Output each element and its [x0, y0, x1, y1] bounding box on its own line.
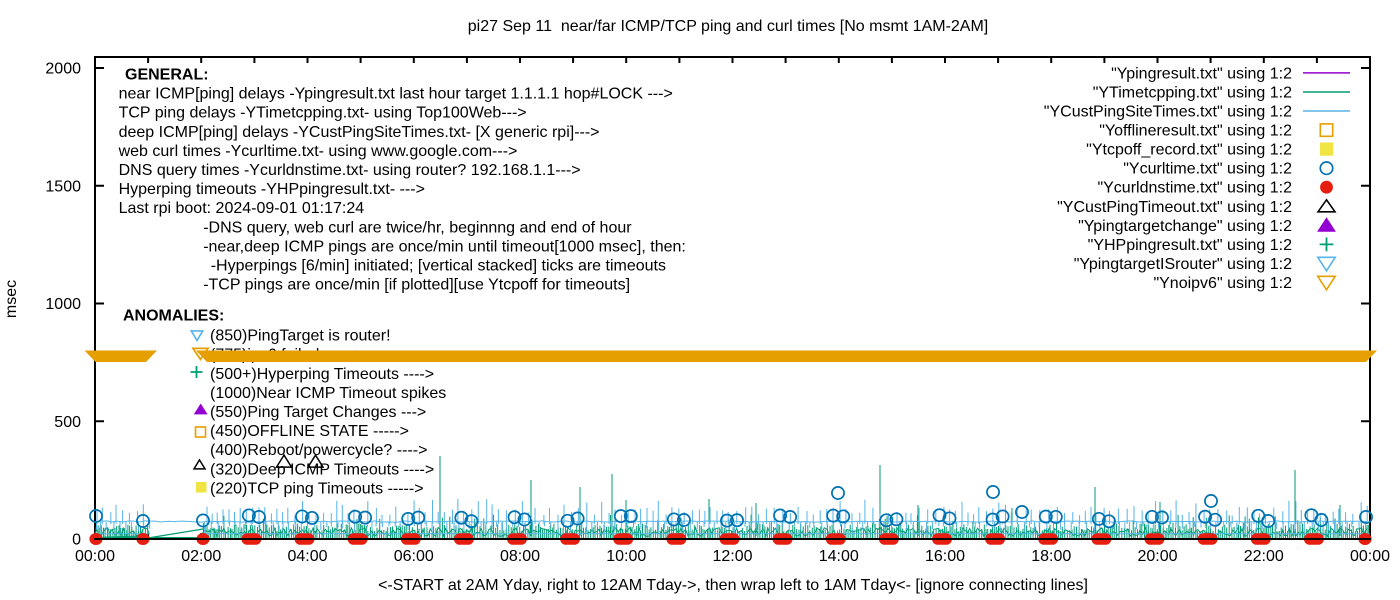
svg-text:-TCP pings are once/min [if pl: -TCP pings are once/min [if plotted][use… [203, 277, 630, 294]
svg-text:"YTimetcpping.txt" using 1:2: "YTimetcpping.txt" using 1:2 [1093, 84, 1292, 101]
svg-text:(220)TCP ping Timeouts ----->: (220)TCP ping Timeouts -----> [210, 480, 424, 497]
svg-text:14:00: 14:00 [819, 548, 859, 565]
svg-text:"YCustPingTimeout.txt" using 1: "YCustPingTimeout.txt" using 1:2 [1057, 199, 1292, 216]
svg-text:00:00: 00:00 [75, 548, 115, 565]
svg-text:<-START at 2AM Yday, right to: <-START at 2AM Yday, right to 12AM Tday-… [378, 577, 1088, 594]
svg-text:(1000)Near ICMP Timeout spikes: (1000)Near ICMP Timeout spikes [210, 385, 446, 402]
svg-text:(320)Deep ICMP Timeouts ---->: (320)Deep ICMP Timeouts ----> [210, 461, 434, 478]
svg-text:500: 500 [54, 414, 81, 431]
svg-text:00:00: 00:00 [1350, 548, 1390, 565]
svg-text:20:00: 20:00 [1137, 548, 1177, 565]
svg-text:02:00: 02:00 [181, 548, 221, 565]
svg-text:"Ycurltime.txt" using 1:2: "Ycurltime.txt" using 1:2 [1123, 161, 1292, 178]
svg-text:pi27 Sep 11 near/far ICMP/TCP: pi27 Sep 11 near/far ICMP/TCP ping and c… [468, 18, 989, 35]
svg-text:(500+)Hyperping Timeouts ---->: (500+)Hyperping Timeouts ----> [210, 366, 434, 383]
svg-text:near ICMP[ping] delays -Ypingr: near ICMP[ping] delays -Ypingresult.txt … [119, 86, 673, 103]
svg-text:(850)PingTarget is router!: (850)PingTarget is router! [210, 328, 391, 345]
svg-text:12:00: 12:00 [712, 548, 752, 565]
svg-text:18:00: 18:00 [1031, 548, 1071, 565]
svg-text:10:00: 10:00 [606, 548, 646, 565]
svg-text:-near,deep ICMP pings are once: -near,deep ICMP pings are once/min until… [203, 238, 686, 255]
svg-text:(450)OFFLINE STATE ----->: (450)OFFLINE STATE -----> [210, 423, 409, 440]
svg-text:08:00: 08:00 [500, 548, 540, 565]
svg-text:msec: msec [3, 280, 20, 318]
svg-text:deep ICMP[ping] delays -YCustP: deep ICMP[ping] delays -YCustPingSiteTim… [119, 124, 600, 141]
svg-text:"YpingtargetISrouter" using 1:: "YpingtargetISrouter" using 1:2 [1074, 256, 1292, 273]
svg-text:"Ynoipv6" using 1:2: "Ynoipv6" using 1:2 [1153, 275, 1292, 292]
svg-text:Hyperping timeouts -YHPpingres: Hyperping timeouts -YHPpingresult.txt- -… [119, 181, 425, 198]
svg-text:04:00: 04:00 [287, 548, 327, 565]
svg-text:1500: 1500 [45, 178, 81, 195]
svg-text:16:00: 16:00 [925, 548, 965, 565]
svg-text:DNS query times -Ycurldnstime.: DNS query times -Ycurldnstime.txt- using… [119, 162, 581, 179]
svg-text:(400)Reboot/powercycle? ---->: (400)Reboot/powercycle? ----> [210, 442, 427, 459]
svg-text:"Ypingresult.txt" using 1:2: "Ypingresult.txt" using 1:2 [1111, 65, 1292, 82]
svg-text:"Ycurldnstime.txt" using 1:2: "Ycurldnstime.txt" using 1:2 [1097, 180, 1292, 197]
svg-text:22:00: 22:00 [1244, 548, 1284, 565]
svg-text:1000: 1000 [45, 296, 81, 313]
svg-text:"Yofflineresult.txt" using 1:2: "Yofflineresult.txt" using 1:2 [1099, 123, 1292, 140]
svg-text:2000: 2000 [45, 61, 81, 78]
svg-text:ANOMALIES:: ANOMALIES: [123, 307, 224, 324]
svg-text:06:00: 06:00 [394, 548, 434, 565]
svg-text:0: 0 [72, 532, 81, 549]
svg-text:"Ypingtargetchange" using 1:2: "Ypingtargetchange" using 1:2 [1078, 218, 1292, 235]
svg-text:"YCustPingSiteTimes.txt" using: "YCustPingSiteTimes.txt" using 1:2 [1044, 104, 1292, 121]
svg-text:(550)Ping Target Changes --->: (550)Ping Target Changes ---> [210, 404, 426, 421]
svg-text:-Hyperpings [6/min] initiated;: -Hyperpings [6/min] initiated; [vertical… [211, 258, 666, 275]
svg-text:"Ytcpoff_record.txt" using 1:2: "Ytcpoff_record.txt" using 1:2 [1086, 142, 1292, 159]
svg-text:web curl times -Ycurltime.txt-: web curl times -Ycurltime.txt- using www… [118, 143, 518, 160]
svg-text:GENERAL:: GENERAL: [125, 67, 209, 84]
svg-text:Last rpi boot: 2024-09-01 01:1: Last rpi boot: 2024-09-01 01:17:24 [119, 200, 365, 217]
svg-text:"YHPpingresult.txt" using 1:2: "YHPpingresult.txt" using 1:2 [1088, 237, 1292, 254]
svg-text:-DNS query, web curl are twice: -DNS query, web curl are twice/hr, begin… [203, 219, 632, 236]
svg-text:TCP ping delays -YTimetcpping.: TCP ping delays -YTimetcpping.txt- using… [119, 105, 527, 122]
